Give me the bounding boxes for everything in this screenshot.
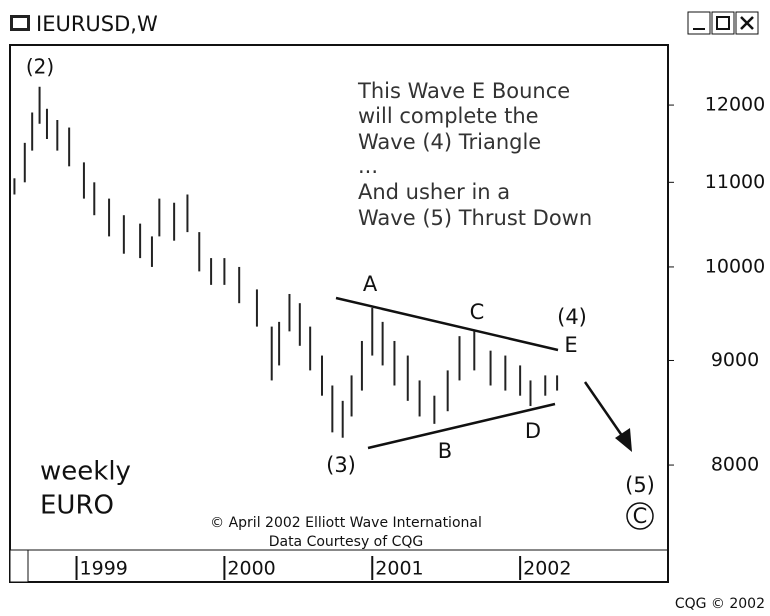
annotation: D bbox=[525, 419, 541, 443]
annotation: Wave (4) Triangle bbox=[358, 130, 541, 154]
annotation: E bbox=[564, 333, 577, 357]
annotation: (3) bbox=[326, 453, 356, 477]
close-icon bbox=[740, 16, 754, 30]
annotation: EURO bbox=[40, 491, 114, 521]
maximize-icon bbox=[716, 16, 730, 30]
x-tick-label: 1999 bbox=[80, 558, 128, 580]
y-tick-label: 11000 bbox=[705, 171, 765, 193]
app-icon-inner bbox=[13, 18, 27, 28]
y-tick-label: 12000 bbox=[705, 94, 765, 116]
annotation: ... bbox=[358, 154, 378, 178]
minimize-button[interactable] bbox=[687, 11, 711, 35]
x-tick-label: 2001 bbox=[375, 558, 423, 580]
plot-frame bbox=[9, 44, 669, 583]
annotation: This Wave E Bounce bbox=[357, 79, 570, 103]
footer: CQG © 2002 bbox=[675, 596, 765, 612]
window-title: IEURUSD,W bbox=[36, 12, 158, 36]
wave-circle bbox=[626, 502, 654, 530]
maximize-button[interactable] bbox=[711, 11, 735, 35]
annotation: (4) bbox=[557, 305, 587, 329]
y-tick-label: 8000 bbox=[711, 454, 759, 476]
x-tick-label: 2002 bbox=[523, 558, 571, 580]
arrow-shaft bbox=[583, 381, 627, 441]
triangle-upper-line bbox=[335, 296, 559, 352]
window-buttons[interactable] bbox=[687, 11, 759, 35]
annotation: (2) bbox=[26, 55, 54, 79]
x-tick-label: 2000 bbox=[227, 558, 275, 580]
annotation: (5) bbox=[625, 473, 655, 497]
annotation: And usher in a bbox=[358, 180, 510, 204]
arrow-head bbox=[615, 428, 632, 452]
annotation: C bbox=[633, 504, 648, 528]
annotation: Data Courtesy of CQG bbox=[269, 534, 424, 550]
triangle-lower-line bbox=[367, 402, 556, 450]
annotation: B bbox=[438, 439, 452, 463]
y-tick-label: 9000 bbox=[711, 349, 759, 371]
annotation: A bbox=[363, 272, 378, 296]
annotation: weekly bbox=[40, 457, 131, 487]
annotation: Wave (5) Thrust Down bbox=[358, 206, 592, 230]
y-tick-label: 10000 bbox=[705, 255, 765, 277]
scroll-box[interactable] bbox=[9, 549, 29, 583]
annotation: C bbox=[470, 300, 485, 324]
annotation: will complete the bbox=[358, 104, 539, 128]
annotation: © April 2002 Elliott Wave International bbox=[210, 515, 482, 531]
